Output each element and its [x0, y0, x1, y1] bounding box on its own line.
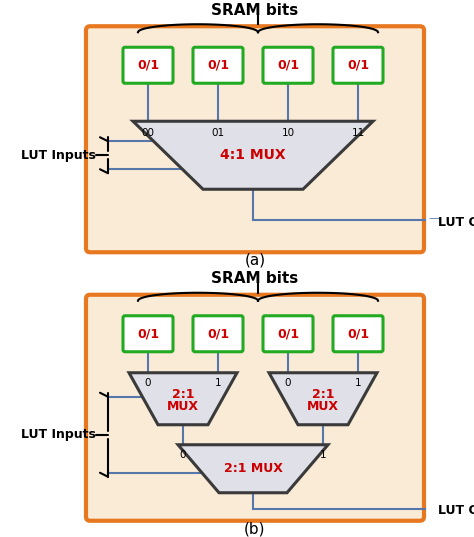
- Text: 2:1: 2:1: [172, 388, 194, 401]
- FancyBboxPatch shape: [333, 316, 383, 352]
- Text: —: —: [428, 213, 439, 223]
- Text: 01: 01: [211, 128, 225, 138]
- FancyBboxPatch shape: [263, 316, 313, 352]
- Text: MUX: MUX: [167, 400, 199, 413]
- Text: 0/1: 0/1: [137, 327, 159, 340]
- Text: 1: 1: [355, 378, 361, 388]
- FancyBboxPatch shape: [333, 47, 383, 83]
- Polygon shape: [269, 373, 377, 425]
- Text: 0/1: 0/1: [277, 59, 299, 72]
- Polygon shape: [178, 445, 328, 493]
- FancyBboxPatch shape: [123, 47, 173, 83]
- Text: (a): (a): [245, 253, 265, 268]
- Text: 0: 0: [180, 450, 186, 460]
- FancyBboxPatch shape: [193, 47, 243, 83]
- Text: 2:1 MUX: 2:1 MUX: [224, 462, 283, 475]
- Text: LUT Inputs: LUT Inputs: [21, 149, 96, 162]
- FancyBboxPatch shape: [86, 295, 424, 521]
- Text: 1: 1: [319, 450, 326, 460]
- Text: SRAM bits: SRAM bits: [211, 3, 299, 18]
- Text: 10: 10: [282, 128, 294, 138]
- Polygon shape: [129, 373, 237, 425]
- Text: (b): (b): [244, 521, 266, 536]
- FancyBboxPatch shape: [86, 26, 424, 252]
- Text: LUT Output: LUT Output: [438, 504, 474, 517]
- Text: SRAM bits: SRAM bits: [211, 271, 299, 286]
- Text: 0/1: 0/1: [207, 327, 229, 340]
- Text: 0: 0: [285, 378, 291, 388]
- Text: 2:1: 2:1: [312, 388, 334, 401]
- Text: 1: 1: [215, 378, 221, 388]
- Text: 4:1 MUX: 4:1 MUX: [220, 148, 286, 162]
- Text: 0/1: 0/1: [347, 59, 369, 72]
- Text: 0/1: 0/1: [207, 59, 229, 72]
- Text: MUX: MUX: [307, 400, 339, 413]
- FancyBboxPatch shape: [193, 316, 243, 352]
- Text: LUT Output: LUT Output: [438, 216, 474, 229]
- Text: 00: 00: [142, 128, 155, 138]
- Text: 0: 0: [145, 378, 151, 388]
- FancyBboxPatch shape: [263, 47, 313, 83]
- Text: 0/1: 0/1: [137, 59, 159, 72]
- Text: 0/1: 0/1: [347, 327, 369, 340]
- Text: 0/1: 0/1: [277, 327, 299, 340]
- Text: 11: 11: [351, 128, 365, 138]
- Polygon shape: [133, 121, 373, 189]
- Text: LUT Inputs: LUT Inputs: [21, 428, 96, 441]
- FancyBboxPatch shape: [123, 316, 173, 352]
